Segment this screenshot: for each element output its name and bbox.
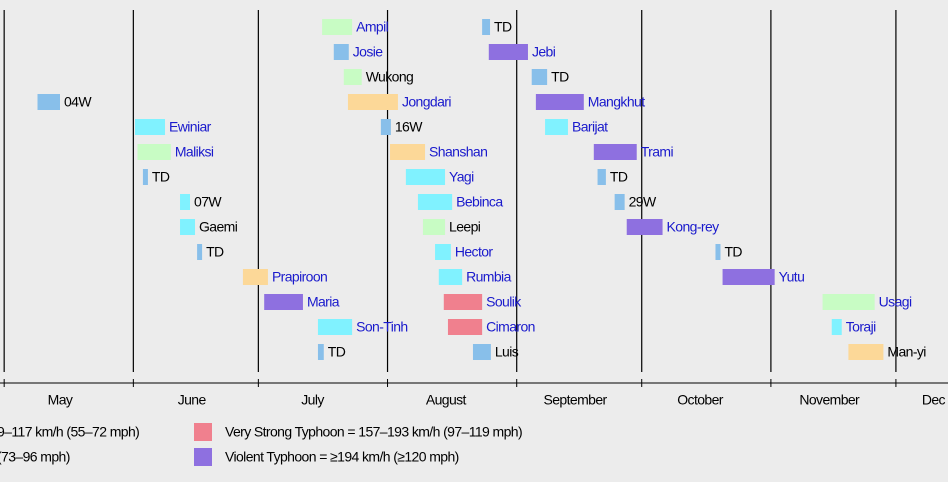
storm-bar bbox=[322, 19, 353, 35]
x-tick-label: August bbox=[426, 392, 467, 408]
storm-bar bbox=[443, 294, 483, 310]
storm-bar bbox=[597, 169, 606, 185]
storm-label: Trami bbox=[641, 144, 674, 160]
x-tick-label: June bbox=[178, 392, 207, 408]
storm-bar bbox=[435, 244, 451, 260]
storm-bar bbox=[390, 144, 426, 160]
storm-bar bbox=[614, 194, 625, 210]
storm-label: TD bbox=[724, 244, 742, 260]
storm-bar bbox=[438, 269, 463, 285]
storm-bar bbox=[447, 319, 483, 335]
storm-bar bbox=[482, 19, 491, 35]
storm-label: Bebinca bbox=[456, 194, 503, 210]
storm-bar bbox=[405, 169, 446, 185]
storm-label: Barijat bbox=[572, 119, 608, 135]
storm-label: Hector bbox=[455, 244, 494, 260]
storm-label: Jongdari bbox=[402, 94, 451, 110]
storm-label: Josie bbox=[353, 44, 383, 60]
storm-bar bbox=[417, 194, 453, 210]
storm-label: Toraji bbox=[846, 319, 876, 335]
storm-bar bbox=[333, 44, 349, 60]
storm-label: Kong-rey bbox=[667, 219, 720, 235]
legend-label: 9–117 km/h (55–72 mph) bbox=[0, 424, 139, 440]
legend-label: Violent Typhoon = ≥194 km/h (≥120 mph) bbox=[225, 449, 459, 465]
storm-label: Maria bbox=[307, 294, 340, 310]
storm-label: Shanshan bbox=[429, 144, 487, 160]
storm-bar bbox=[472, 344, 491, 360]
storm-label: Soulik bbox=[486, 294, 522, 310]
storm-bar bbox=[831, 319, 842, 335]
storm-label: Wukong bbox=[366, 69, 414, 85]
storm-bar bbox=[135, 119, 166, 135]
storm-label: Son-Tinh bbox=[356, 319, 408, 335]
storm-label: TD bbox=[152, 169, 170, 185]
storm-label: 07W bbox=[194, 194, 222, 210]
storm-bar bbox=[422, 219, 446, 235]
storm-bar bbox=[242, 269, 268, 285]
storm-label: 04W bbox=[64, 94, 92, 110]
storm-label: Maliksi bbox=[175, 144, 214, 160]
storm-bar bbox=[343, 69, 362, 85]
storm-label: TD bbox=[206, 244, 224, 260]
storm-bar bbox=[180, 194, 191, 210]
storm-bar bbox=[722, 269, 775, 285]
storm-label: 16W bbox=[395, 119, 423, 135]
storm-bar bbox=[626, 219, 663, 235]
storm-bar bbox=[531, 69, 548, 85]
x-tick-label: November bbox=[799, 392, 860, 408]
x-tick-label: July bbox=[301, 392, 324, 408]
storm-bar bbox=[593, 144, 637, 160]
storm-bar bbox=[545, 119, 568, 135]
storm-bar bbox=[822, 294, 875, 310]
storm-label: Gaemi bbox=[199, 219, 238, 235]
storm-bar bbox=[715, 244, 721, 260]
storm-bar bbox=[535, 94, 584, 110]
storm-bar bbox=[137, 144, 171, 160]
storm-bar bbox=[380, 119, 391, 135]
legend-label: (73–96 mph) bbox=[0, 449, 70, 465]
storm-label: Prapiroon bbox=[272, 269, 327, 285]
storm-bar bbox=[180, 219, 196, 235]
storm-label: Yagi bbox=[449, 169, 474, 185]
storm-bar bbox=[347, 94, 398, 110]
x-tick-label: September bbox=[544, 392, 608, 408]
storm-label: Jebi bbox=[532, 44, 556, 60]
storm-bar bbox=[317, 319, 353, 335]
storm-label: Leepi bbox=[449, 219, 481, 235]
storm-label: Mangkhut bbox=[588, 94, 645, 110]
storm-label: Man-yi bbox=[887, 344, 926, 360]
legend-label: Very Strong Typhoon = 157–193 km/h (97–1… bbox=[225, 424, 522, 440]
legend-swatch bbox=[194, 448, 212, 466]
storm-label: TD bbox=[551, 69, 569, 85]
legend-swatch bbox=[194, 423, 212, 441]
x-tick-label: May bbox=[48, 392, 73, 408]
storm-bar bbox=[264, 294, 303, 310]
storm-label: Yutu bbox=[779, 269, 805, 285]
storm-label: Rumbia bbox=[466, 269, 511, 285]
storm-bar bbox=[848, 344, 884, 360]
storm-label: TD bbox=[494, 19, 512, 35]
storm-label: TD bbox=[610, 169, 628, 185]
x-tick-label: Dec bbox=[922, 392, 946, 408]
storm-label: Ewiniar bbox=[169, 119, 212, 135]
storm-label: Ampil bbox=[356, 19, 388, 35]
x-tick-label: October bbox=[677, 392, 724, 408]
storm-label: TD bbox=[328, 344, 346, 360]
storm-bar bbox=[197, 244, 203, 260]
storm-bar bbox=[37, 94, 61, 110]
storm-bar bbox=[142, 169, 148, 185]
storm-label: Cimaron bbox=[486, 319, 535, 335]
storm-label: Luis bbox=[495, 344, 519, 360]
storm-label: Usagi bbox=[879, 294, 912, 310]
storm-bar bbox=[317, 344, 324, 360]
storm-label: 29W bbox=[629, 194, 657, 210]
storm-bar bbox=[488, 44, 528, 60]
